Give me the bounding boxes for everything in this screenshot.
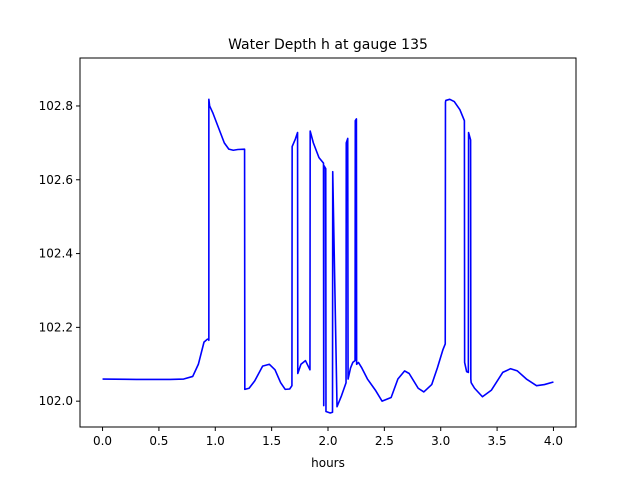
- y-tick-label: 102.4: [39, 247, 73, 261]
- y-tick-label: 102.8: [39, 99, 73, 113]
- x-tick-label: 2.0: [318, 434, 337, 448]
- x-tick-label: 4.0: [544, 434, 563, 448]
- y-tick-label: 102.2: [39, 320, 73, 334]
- plot-frame: [79, 57, 577, 428]
- series-layer: [102, 98, 554, 414]
- x-axis-label: hours: [311, 456, 345, 470]
- y-tick-label: 102.0: [39, 394, 73, 408]
- x-tick-label: 0.5: [149, 434, 168, 448]
- x-axis: 0.0 0.5 1.0 1.5 2.0 2.5 3.0 3.5 4.0: [93, 427, 563, 448]
- x-tick-label: 2.5: [375, 434, 394, 448]
- x-tick-label: 3.0: [431, 434, 450, 448]
- y-tick-label: 102.6: [39, 173, 73, 187]
- series-line-0: [102, 98, 554, 414]
- x-tick-label: 1.5: [262, 434, 281, 448]
- x-tick-label: 1.0: [206, 434, 225, 448]
- chart-title: Water Depth h at gauge 135: [228, 37, 428, 53]
- x-tick-label: 3.5: [488, 434, 507, 448]
- x-tick-label: 0.0: [93, 434, 112, 448]
- y-axis: 102.0 102.2 102.4 102.6 102.8: [39, 99, 80, 408]
